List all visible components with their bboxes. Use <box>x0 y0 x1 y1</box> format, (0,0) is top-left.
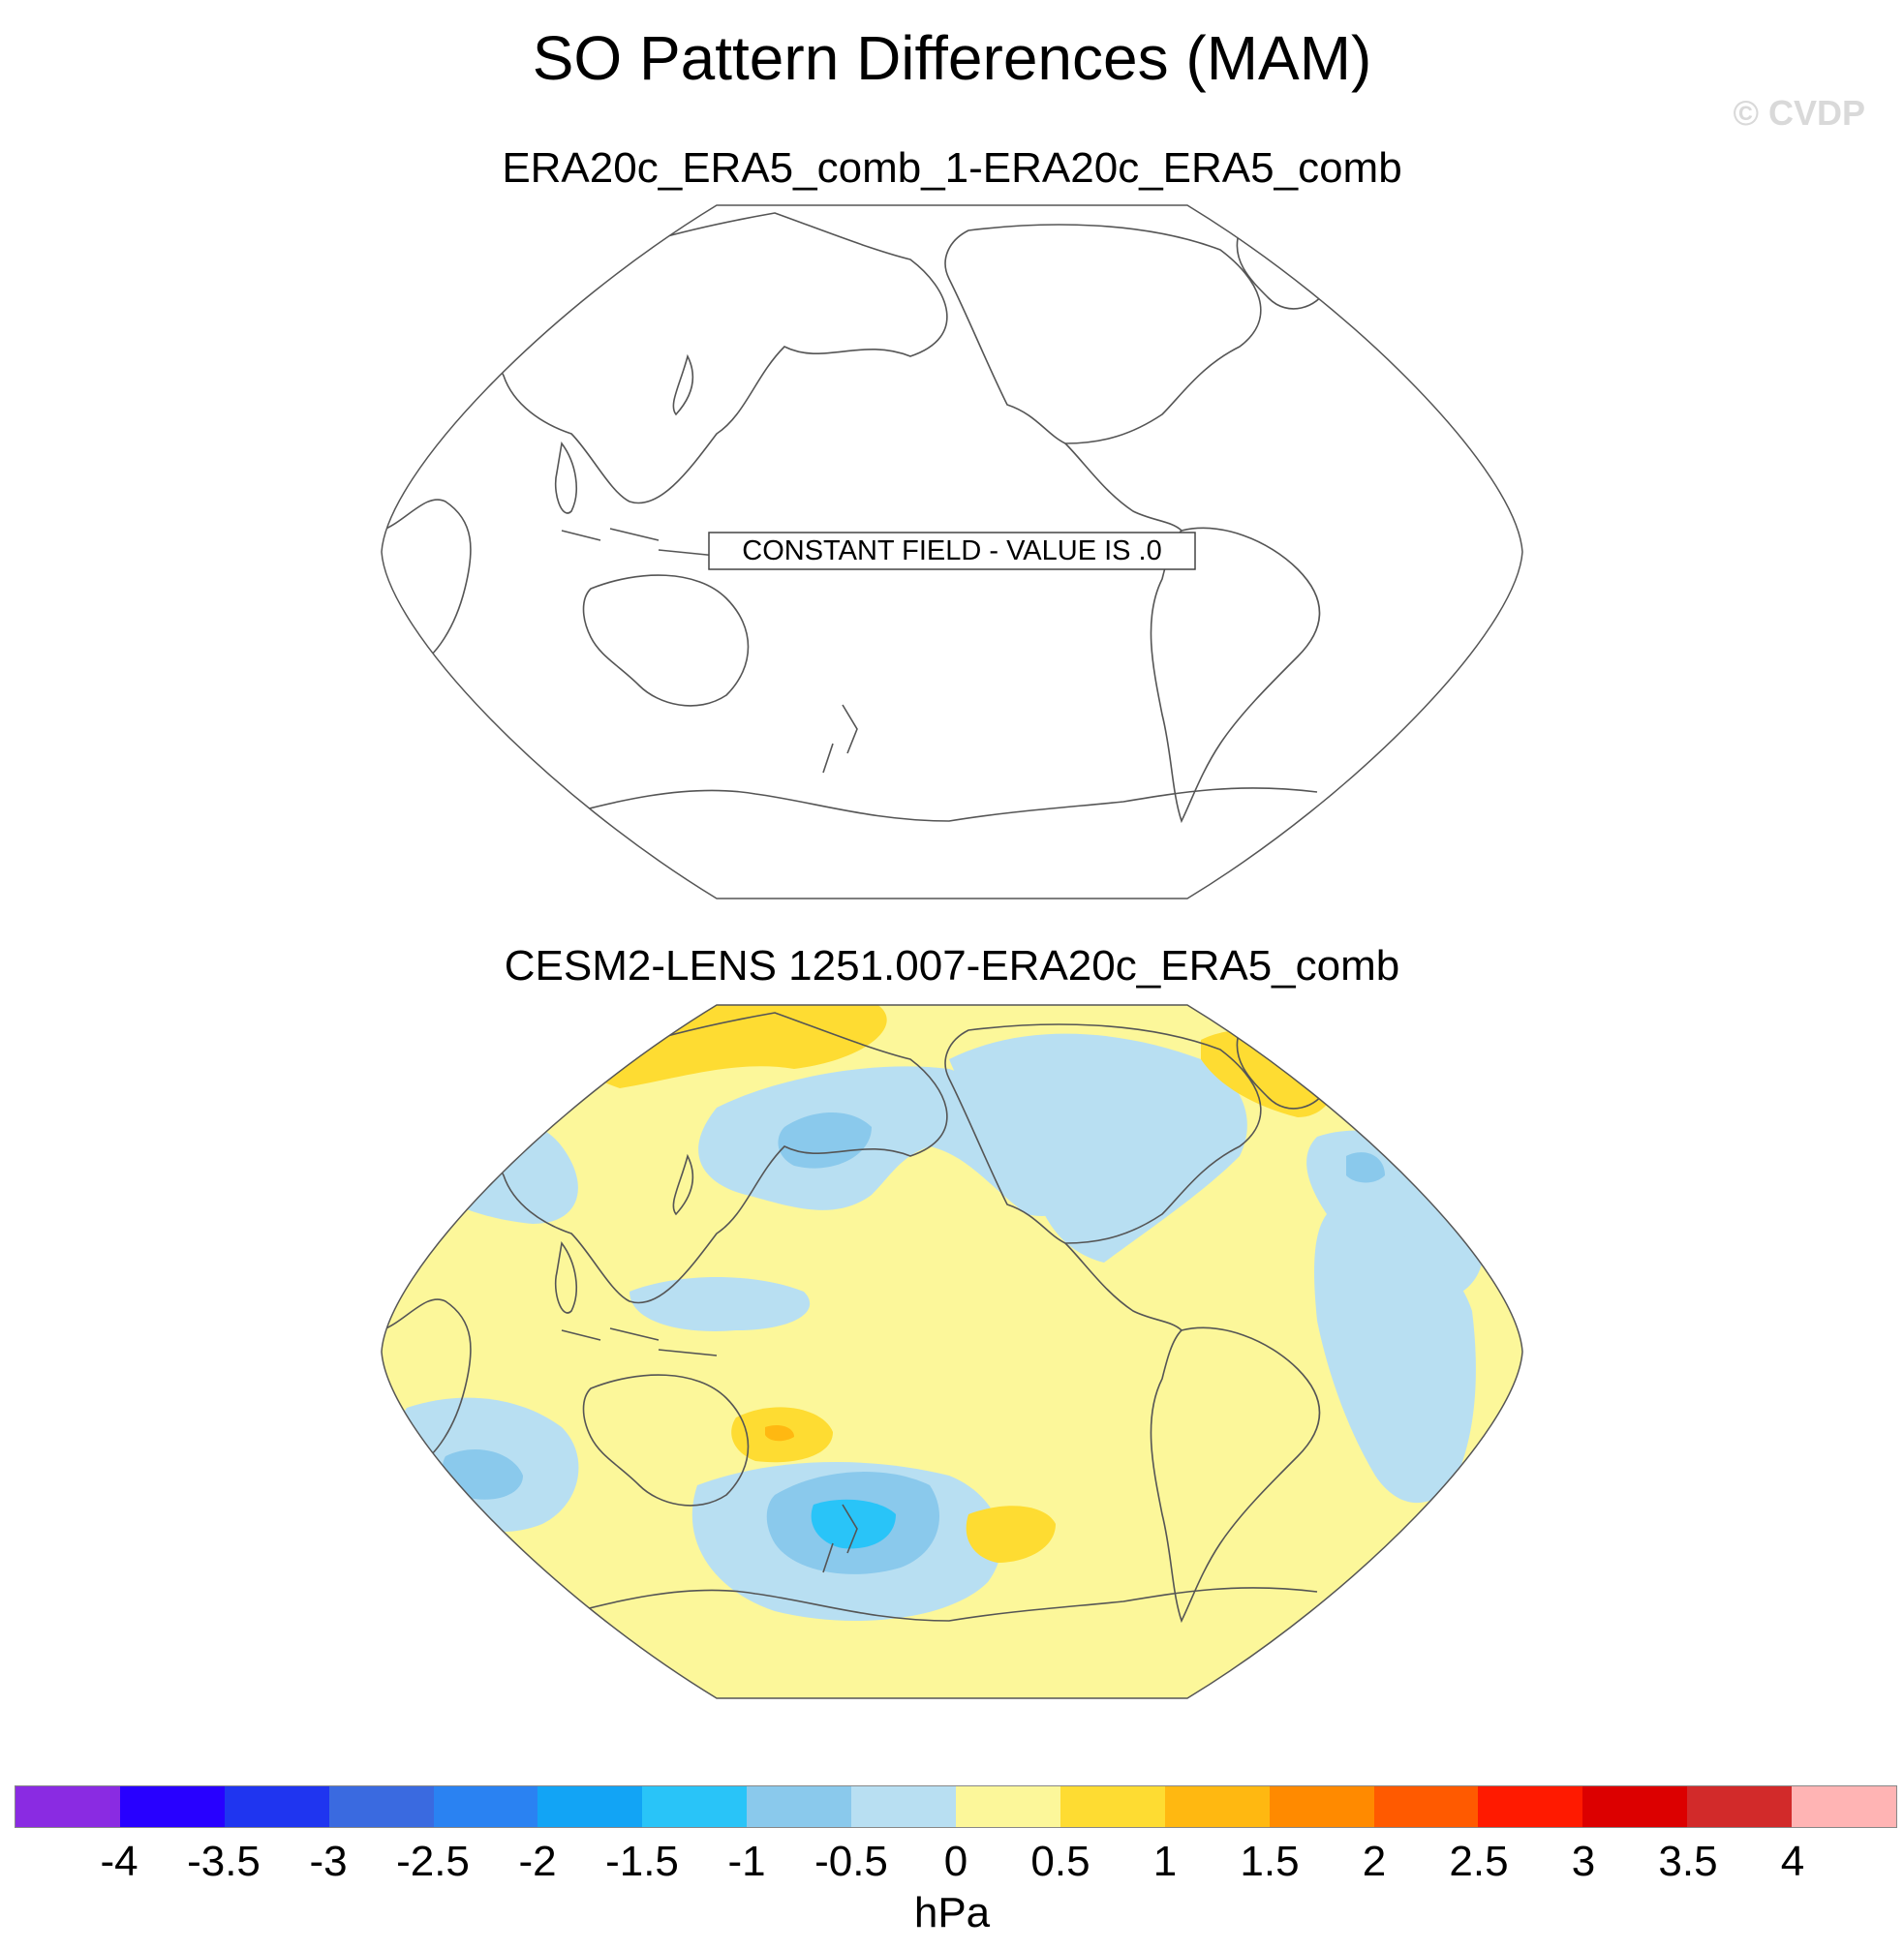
coast-australia <box>582 1374 750 1507</box>
coast-indonesia <box>561 528 718 557</box>
colorbar-tick-label: -4 <box>100 1838 138 1885</box>
coast-central-america <box>1064 442 1182 532</box>
colorbar-tick-label: 1 <box>1152 1838 1178 1885</box>
colorbar-tick-labels: -4 -3.5 -3 -2.5 -2 -1.5 -1 -0.5 0 0.5 1 1.5 2 2.5 3 3.5… <box>0 1836 1904 1894</box>
constant-field-label-box <box>708 532 1196 570</box>
coast-eurasia <box>480 1012 948 1304</box>
colorbar-units: hPa <box>913 1889 991 1936</box>
colorbar-tick-label: 0.5 <box>1030 1838 1090 1885</box>
colorbar-swatch <box>1478 1786 1583 1827</box>
coast-africa <box>382 1298 472 1467</box>
field-tropical-atlantic-negative <box>1314 1214 1476 1504</box>
coast-antarctica <box>541 787 1318 822</box>
panel-1-title: ERA20c_ERA5_comb_1-ERA20c_ERA5_comb <box>502 144 1402 192</box>
figure-title: SO Pattern Differences (MAM) <box>532 23 1372 93</box>
field-tropical-pacific-negative <box>630 1277 811 1331</box>
coast-south-america <box>1150 527 1321 824</box>
coast-north-america <box>944 224 1262 444</box>
colorbar-tick-label: 2 <box>1362 1838 1387 1885</box>
coast-antarctica <box>541 1587 1318 1622</box>
coast-indochina <box>554 442 577 514</box>
field-nz-positive-core <box>765 1425 794 1442</box>
field-atlantic-negative-core <box>1346 1152 1385 1183</box>
colorbar-tick-label: 1.5 <box>1240 1838 1300 1885</box>
coast-south-america <box>1150 1326 1321 1624</box>
coast-north-america <box>944 1023 1262 1244</box>
colorbar-swatch <box>15 1786 120 1827</box>
colorbar-tick-label: -2 <box>518 1838 557 1885</box>
colorbar-swatch <box>119 1786 225 1827</box>
coast-africa <box>382 499 472 667</box>
colorbar-swatch <box>1164 1786 1270 1827</box>
colorbar-tick-label: 2.5 <box>1449 1838 1509 1885</box>
colorbar-swatch <box>537 1786 643 1827</box>
colorbar-swatch <box>851 1786 957 1827</box>
coast-japan <box>672 353 694 416</box>
coast-central-america <box>1064 1242 1182 1331</box>
cvdp-watermark: © CVDP <box>1733 93 1865 133</box>
coast-australia <box>582 574 750 707</box>
coast-japan <box>672 1153 694 1216</box>
colorbar-swatch <box>956 1786 1060 1827</box>
coast-new-zealand <box>822 704 858 774</box>
colorbar-swatch <box>642 1786 748 1827</box>
colorbar-swatch <box>747 1786 852 1827</box>
colorbar-swatch <box>1687 1786 1793 1827</box>
panel-2-map <box>381 1004 1523 1699</box>
colorbar-swatch <box>433 1786 538 1827</box>
colorbar-swatch <box>1059 1786 1165 1827</box>
colorbar-tick-label: 3 <box>1571 1838 1596 1885</box>
colorbar-swatch <box>1582 1786 1688 1827</box>
coast-new-zealand <box>822 1504 858 1573</box>
colorbar-tick-label: 0 <box>943 1838 968 1885</box>
field-north-america-negative <box>949 1033 1247 1263</box>
colorbar-tick-label: -3.5 <box>187 1838 261 1885</box>
coast-eurasia <box>480 212 948 504</box>
colorbar-tick-label: -1.5 <box>605 1838 679 1885</box>
coast-indonesia <box>561 1327 718 1356</box>
field-kamchatka-negative-core <box>778 1112 872 1169</box>
colorbar-swatch <box>328 1786 434 1827</box>
colorbar-swatch <box>224 1786 329 1827</box>
constant-field-label: CONSTANT FIELD - VALUE IS .0 <box>742 535 1162 566</box>
colorbar-tick-label: 4 <box>1780 1838 1805 1885</box>
colorbar-tick-label: -1 <box>727 1838 766 1885</box>
colorbar-swatch <box>1373 1786 1479 1827</box>
colorbar-tick-label: -2.5 <box>396 1838 470 1885</box>
map-2-border <box>381 1004 1523 1699</box>
colorbar-tick-label: -0.5 <box>814 1838 888 1885</box>
colorbar-tick-label: 3.5 <box>1658 1838 1718 1885</box>
map-1-border <box>381 204 1523 899</box>
field-south-america-positive <box>966 1506 1056 1563</box>
panel-2-field <box>382 1005 1522 1698</box>
field-sh-indian-negative-core <box>442 1448 523 1500</box>
colorbar <box>15 1785 1897 1828</box>
coast-indochina <box>554 1241 577 1314</box>
panel-2-title: CESM2-LENS 1251.007-ERA20c_ERA5_comb <box>504 942 1400 990</box>
panel-1-map: CONSTANT FIELD - VALUE IS .0 <box>381 204 1523 899</box>
colorbar-tick-label: -3 <box>309 1838 348 1885</box>
colorbar-swatch <box>1269 1786 1374 1827</box>
colorbar-swatch <box>1792 1786 1897 1827</box>
